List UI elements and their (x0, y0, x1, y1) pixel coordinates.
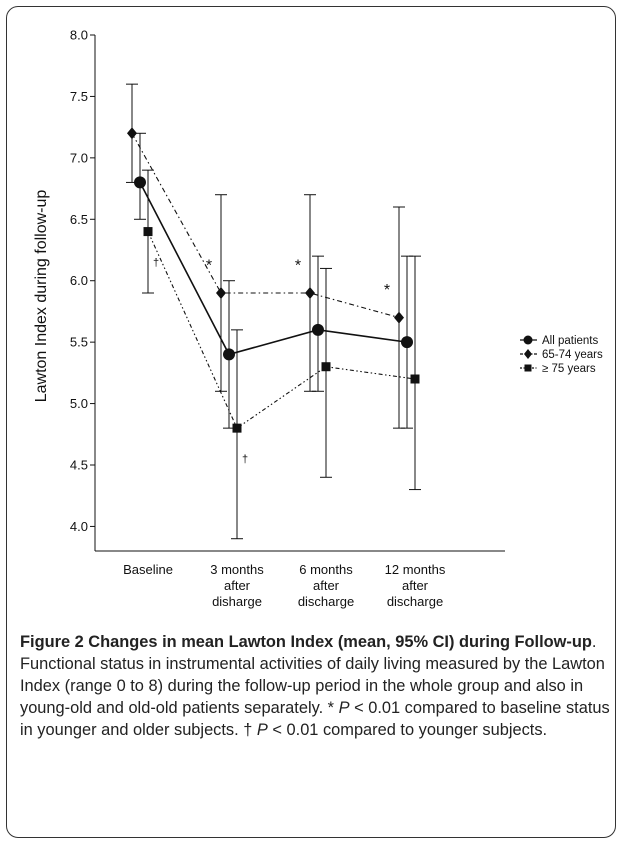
legend-label: ≥ 75 years (542, 363, 596, 375)
caption-title: Figure 2 Changes in mean Lawton Index (m… (20, 633, 592, 651)
marker-square (143, 227, 153, 237)
plot-area: * * * † † (126, 83, 421, 540)
legend-label: 65-74 years (542, 349, 603, 361)
marker-diamond (127, 127, 137, 140)
lawton-index-chart: 4.0 4.5 5.0 5.5 6.0 6.5 7.0 7.5 8.0 Lawton Index … (33, 28, 603, 610)
x-category-label: 12 months after discharge (385, 562, 446, 609)
legend-marker-square (524, 364, 532, 372)
y-tick-label: 6.0 (70, 273, 88, 288)
y-tick-label: 4.0 (70, 519, 88, 534)
marker-circle (223, 348, 235, 361)
figure-frame (6, 6, 616, 838)
y-tick-label: 8.0 (70, 28, 88, 43)
y-axis-title: Lawton Index during follow-up (33, 190, 50, 403)
axes: 4.0 4.5 5.0 5.5 6.0 6.5 7.0 7.5 8.0 Lawton Index … (33, 28, 505, 609)
caption-p-symbol-2: P (256, 721, 268, 739)
marker-square (410, 374, 420, 384)
y-tick-label: 5.0 (70, 396, 88, 411)
x-category-label-line: disharge (212, 594, 262, 609)
x-category-label-line: after (224, 578, 251, 593)
legend-marker-circle (523, 335, 533, 345)
marker-square (321, 362, 331, 372)
legend-label: All patients (542, 335, 599, 347)
series-65-74-years (126, 83, 405, 429)
significance-asterisk: * (384, 282, 390, 299)
significance-asterisk: * (295, 257, 301, 274)
x-category-label-line: discharge (387, 594, 443, 609)
marker-diamond (305, 287, 315, 299)
x-category-label: 6 months after discharge (298, 562, 354, 609)
x-category-label: Baseline (123, 562, 173, 577)
y-tick-label: 7.0 (70, 150, 88, 165)
series-line-all-patients (139, 182, 408, 356)
marker-diamond (216, 287, 226, 299)
marker-diamond (394, 311, 404, 324)
caption-text-1: . Functional status in instrumental acti… (20, 633, 605, 717)
significance-dagger: † (242, 454, 248, 466)
x-category-label-line: after (313, 578, 340, 593)
y-tick-label: 5.5 (70, 335, 88, 350)
x-category-label-line: Baseline (123, 562, 173, 577)
x-category-label-line: after (402, 578, 429, 593)
significance-dagger: † (153, 257, 159, 269)
marker-circle (312, 323, 324, 336)
y-tick-label: 6.5 (70, 212, 88, 227)
x-category-label-line: 3 months (210, 562, 264, 577)
series-line-ge-75-years (147, 231, 416, 429)
y-tick-label: 7.5 (70, 89, 88, 104)
marker-square (232, 423, 242, 433)
x-category-label-line: 6 months (299, 562, 353, 577)
significance-asterisk: * (206, 257, 212, 274)
caption-p-symbol-1: P (338, 699, 350, 717)
y-tick-label: 4.5 (70, 458, 88, 473)
figure-caption: Figure 2 Changes in mean Lawton Index (m… (20, 631, 612, 741)
marker-circle (134, 176, 146, 189)
series-ge-75-years (142, 169, 421, 540)
x-category-label-line: 12 months (385, 562, 446, 577)
x-category-label-line: discharge (298, 594, 354, 609)
series-line-65-74-years (131, 133, 400, 319)
x-category-label: 3 months after disharge (210, 562, 264, 609)
legend-marker-diamond (524, 349, 532, 359)
marker-circle (401, 336, 413, 349)
legend: All patients 65-74 years ≥ 75 years (520, 335, 603, 375)
caption-text-3: < 0.01 compared to younger subjects. (267, 721, 548, 739)
series-all-patients (134, 132, 413, 429)
caption-text-2: < 0.01 compared to baseline status in yo… (20, 699, 610, 739)
